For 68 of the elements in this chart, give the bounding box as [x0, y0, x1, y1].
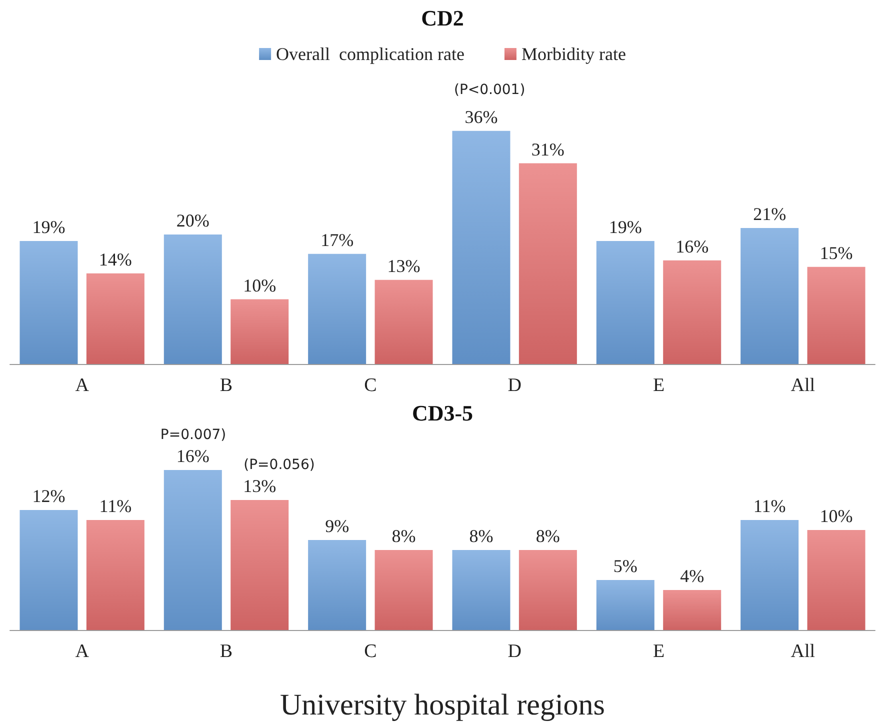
data-label: 16% — [176, 446, 210, 466]
data-label: 12% — [32, 486, 66, 506]
data-label: 10% — [820, 506, 853, 526]
x-tick-label: B — [220, 375, 233, 396]
bar — [86, 273, 144, 364]
data-label: 4% — [680, 566, 704, 586]
data-label: 13% — [387, 256, 420, 276]
data-label: 16% — [676, 236, 709, 256]
x-tick-label: B — [220, 641, 233, 662]
bar — [164, 470, 222, 630]
data-label: 17% — [320, 230, 354, 250]
data-label: 8% — [469, 526, 494, 546]
bar — [596, 580, 654, 630]
data-label: 11% — [99, 496, 132, 516]
data-label: 19% — [608, 216, 642, 237]
bar — [740, 520, 799, 630]
annotation: (P=0.056) — [244, 457, 315, 473]
data-label: 36% — [464, 106, 498, 127]
bar — [452, 130, 510, 364]
annotation: (P<0.001) — [454, 82, 526, 98]
data-label: 8% — [392, 526, 416, 546]
bar — [230, 500, 289, 630]
data-label: 21% — [753, 204, 786, 224]
bar — [20, 240, 78, 364]
chart-title: CD3-5 — [412, 400, 474, 426]
bar — [308, 254, 366, 364]
x-tick-label: All — [790, 375, 816, 396]
bar — [308, 540, 366, 630]
bar — [86, 520, 144, 630]
data-label: 15% — [820, 242, 853, 263]
data-label: 31% — [531, 139, 564, 160]
bar — [663, 590, 722, 630]
bar — [20, 510, 78, 630]
bar — [663, 260, 722, 364]
data-label: 20% — [176, 210, 210, 230]
x-tick-label: D — [508, 375, 522, 396]
chart-title: CD2 — [421, 6, 464, 30]
x-tick-label: C — [364, 375, 377, 396]
x-tick-label: E — [652, 375, 665, 396]
x-tick-label: D — [508, 641, 522, 662]
annotation: P=0.007) — [160, 427, 226, 443]
bar — [518, 550, 577, 630]
bar — [374, 550, 433, 630]
bar — [230, 299, 289, 364]
bar — [740, 228, 799, 364]
data-label: 9% — [325, 516, 350, 536]
data-label: 19% — [32, 216, 66, 237]
data-label: 11% — [753, 496, 786, 516]
data-label: 14% — [98, 249, 132, 270]
x-tick-label: A — [75, 375, 90, 396]
data-label: 5% — [613, 556, 638, 576]
x-tick-label: All — [790, 641, 816, 662]
data-label: 8% — [536, 526, 560, 546]
x-tick-label: C — [364, 641, 377, 662]
legend-label: Morbidity rate — [521, 44, 626, 64]
data-label: 13% — [243, 476, 276, 496]
legend-label: Overall complication rate — [276, 44, 464, 64]
bar — [596, 240, 654, 364]
bar — [452, 550, 510, 630]
x-axis-title: University hospital regions — [280, 688, 605, 722]
bar — [518, 163, 577, 364]
bar — [164, 234, 222, 364]
bar — [807, 530, 866, 630]
bar — [807, 266, 866, 364]
data-label: 10% — [243, 275, 276, 296]
x-tick-label: E — [652, 641, 665, 662]
bar — [374, 280, 433, 364]
x-tick-label: A — [75, 641, 90, 662]
